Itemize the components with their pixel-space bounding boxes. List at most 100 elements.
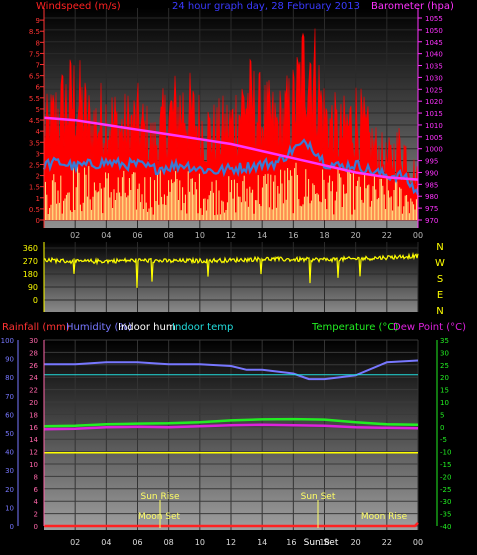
time-tick-label: 18 bbox=[319, 231, 329, 240]
rainfall-tick-label: 30 bbox=[29, 337, 38, 345]
humidity-tick-label: 100 bbox=[1, 337, 14, 345]
temperature-tick-label: 25 bbox=[440, 362, 449, 370]
temperature-line bbox=[43, 417, 419, 428]
moon-set-label: Moon Set bbox=[138, 512, 181, 522]
barometer-tick-label: 1045 bbox=[425, 39, 443, 47]
temperature-tick-label: 0 bbox=[440, 424, 444, 432]
time-tick-label: 14 bbox=[257, 231, 267, 240]
time-tick-label-bottom: 14 bbox=[257, 538, 267, 547]
barometer-tick-label: 975 bbox=[425, 205, 438, 213]
barometer-tick-label: 1030 bbox=[425, 74, 443, 82]
humidity-tick-label: 50 bbox=[5, 430, 14, 438]
time-tick-label: 04 bbox=[101, 231, 111, 240]
rainfall-tick-label: 8 bbox=[34, 473, 38, 481]
barometer-tick-label: 1035 bbox=[425, 63, 443, 71]
temperature-tick-label: -5 bbox=[440, 436, 447, 444]
time-tick-label-bottom: 06 bbox=[132, 538, 142, 547]
windspeed-tick-label: 5 bbox=[36, 106, 40, 114]
rainfall-tick-label: 18 bbox=[29, 411, 38, 419]
legend-dewpoint: Dew Point (°C) bbox=[393, 322, 466, 333]
axis-labels: 0 0.5 1 1.5 2 2.5 3 3.5 4 4.5 5 5.5 6 6.5 7 7.5 8 8.5 9 970… bbox=[1, 8, 451, 547]
temperature-tick-label: 15 bbox=[440, 387, 449, 395]
time-tick-label-bottom: 22 bbox=[382, 538, 392, 547]
wind-series bbox=[42, 28, 420, 221]
windspeed-tick-label: 5.5 bbox=[29, 95, 40, 103]
moon-rise-label: Moon Rise bbox=[361, 512, 408, 522]
temperature-tick-label: -30 bbox=[440, 498, 451, 506]
sun-rise-label: Sun Rise bbox=[141, 492, 180, 502]
barometer-tick-label: 1020 bbox=[425, 98, 443, 106]
time-tick-label-bottom: 20 bbox=[351, 538, 361, 547]
temperature-tick-label: 10 bbox=[440, 399, 449, 407]
windspeed-tick-label: 3 bbox=[36, 150, 40, 158]
barometer-tick-label: 1000 bbox=[425, 146, 443, 154]
rainfall-tick-label: 28 bbox=[29, 349, 38, 357]
windspeed-tick-label: 7 bbox=[36, 62, 40, 70]
rainfall-line bbox=[44, 522, 419, 528]
temperature-tick-label: 5 bbox=[440, 411, 444, 419]
windspeed-tick-label: 4 bbox=[36, 128, 41, 136]
humidity-tick-label: 40 bbox=[5, 449, 14, 457]
windspeed-tick-label: 8 bbox=[36, 39, 40, 47]
rainfall-tick-label: 22 bbox=[29, 387, 38, 395]
temperature-tick-label: 35 bbox=[440, 337, 449, 345]
direction-tick-label: 90 bbox=[28, 283, 38, 292]
time-tick-label-bottom: 18 bbox=[319, 538, 329, 547]
temperature-tick-label: 30 bbox=[440, 349, 449, 357]
humidity-tick-label: 0 bbox=[10, 523, 14, 531]
direction-tick-label: 270 bbox=[23, 257, 38, 266]
time-tick-label-bottom: 00 bbox=[413, 538, 423, 547]
legend-temperature: Temperature (°C) bbox=[311, 322, 398, 333]
humidity-tick-label: 20 bbox=[5, 486, 14, 494]
rainfall-tick-label: 24 bbox=[29, 374, 38, 382]
time-tick-label: 10 bbox=[195, 231, 205, 240]
legend-indoor-temp: Indoor temp bbox=[172, 322, 233, 333]
windspeed-tick-label: 8.5 bbox=[29, 28, 40, 36]
compass-n-bottom: N bbox=[436, 306, 443, 317]
rainfall-tick-label: 26 bbox=[29, 362, 38, 370]
barometer-tick-label: 1055 bbox=[425, 15, 443, 23]
legend-indoor-hum: Indoor hum bbox=[118, 322, 176, 333]
legend-rainfall: Rainfall (mm) bbox=[2, 322, 70, 333]
windspeed-tick-label: 3.5 bbox=[29, 139, 40, 147]
rainfall-tick-label: 0 bbox=[34, 523, 38, 531]
sun-set-label: Sun Set bbox=[301, 492, 336, 502]
temperature-tick-label: -35 bbox=[440, 511, 451, 519]
time-tick-label-bottom: 04 bbox=[101, 538, 111, 547]
windspeed-tick-label: 1 bbox=[36, 195, 40, 203]
time-tick-label: 12 bbox=[226, 231, 236, 240]
barometer-line bbox=[43, 116, 419, 181]
barometer-tick-label: 1040 bbox=[425, 51, 443, 59]
direction-line bbox=[44, 251, 419, 288]
rainfall-tick-label: 4 bbox=[34, 498, 39, 506]
barometer-tick-label: 1025 bbox=[425, 86, 443, 94]
windspeed-tick-label: 6 bbox=[36, 84, 41, 92]
wind-average-line bbox=[42, 138, 420, 196]
windspeed-tick-label: 9 bbox=[36, 17, 40, 25]
humidity-tick-label: 60 bbox=[5, 411, 14, 419]
direction-tick-label: 360 bbox=[23, 244, 38, 253]
humidity-line bbox=[44, 359, 419, 381]
time-tick-label-bottom: 16 bbox=[286, 538, 296, 547]
compass-n-top: N bbox=[436, 242, 443, 253]
windspeed-tick-label: 7.5 bbox=[29, 50, 40, 58]
rainfall-tick-label: 6 bbox=[34, 486, 39, 494]
barometer-tick-label: 1005 bbox=[425, 134, 443, 142]
direction-series bbox=[44, 251, 419, 288]
barometer-tick-label: 985 bbox=[425, 181, 438, 189]
barometer-tick-label: 995 bbox=[425, 158, 438, 166]
legend-humidity: Humidity (%) bbox=[66, 322, 132, 333]
humidity-tick-label: 30 bbox=[5, 467, 14, 475]
temperature-series bbox=[43, 359, 419, 528]
windspeed-tick-label: 2 bbox=[36, 173, 40, 181]
temperature-tick-label: -15 bbox=[440, 461, 451, 469]
windspeed-tick-label: 1.5 bbox=[29, 184, 40, 192]
dewpoint-line bbox=[43, 423, 419, 431]
chart-title: 24 hour graph day, 28 February 2013 bbox=[172, 1, 360, 12]
time-tick-label: 00 bbox=[413, 231, 423, 240]
rainfall-tick-label: 20 bbox=[29, 399, 38, 407]
sun-set-label-bottom: Sun Set bbox=[304, 538, 339, 548]
temperature-tick-label: -20 bbox=[440, 473, 451, 481]
windspeed-tick-label: 4.5 bbox=[29, 117, 40, 125]
